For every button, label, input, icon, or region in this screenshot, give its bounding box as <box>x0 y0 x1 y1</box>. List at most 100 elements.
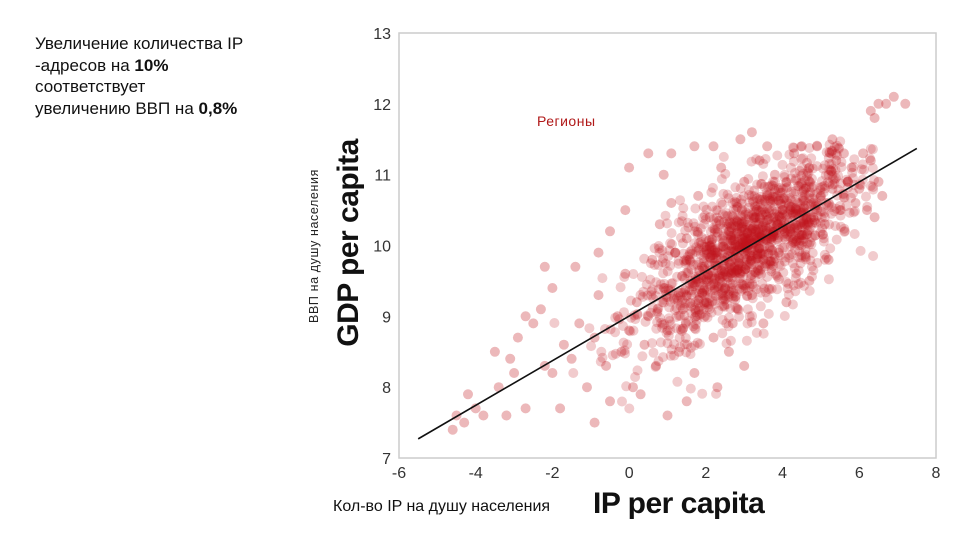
scatter-point <box>763 181 774 192</box>
scatter-point <box>740 232 751 243</box>
scatter-point <box>720 283 731 294</box>
scatter-point <box>768 176 779 187</box>
scatter-point <box>693 305 704 316</box>
scatter-point <box>478 410 489 421</box>
scatter-point <box>654 247 665 258</box>
scatter-point <box>811 199 821 210</box>
scatter-point <box>758 221 768 232</box>
scatter-point <box>835 201 845 211</box>
scatter-point <box>615 282 626 293</box>
scatter-point <box>785 226 796 237</box>
scatter-point <box>815 206 826 217</box>
scatter-point <box>658 268 669 279</box>
scatter-point <box>744 189 754 200</box>
scatter-point <box>826 166 837 177</box>
scatter-point <box>748 225 759 236</box>
scatter-point <box>739 360 750 371</box>
scatter-point <box>746 317 757 328</box>
scatter-point <box>789 222 800 233</box>
scatter-point <box>696 308 707 319</box>
scatter-point <box>716 197 727 208</box>
scatter-point <box>489 346 500 357</box>
scatter-point <box>712 382 723 393</box>
scatter-point <box>710 224 721 235</box>
scatter-point <box>648 347 659 358</box>
scatter-point <box>733 257 744 268</box>
scatter-point <box>779 226 790 237</box>
scatter-point <box>662 218 673 229</box>
scatter-point <box>768 212 779 223</box>
scatter-point <box>873 98 884 109</box>
scatter-point <box>689 141 700 152</box>
scatter-point <box>781 177 792 188</box>
scatter-point <box>742 228 753 239</box>
scatter-point <box>694 292 705 303</box>
scatter-point <box>788 156 799 167</box>
scatter-point <box>665 319 676 330</box>
scatter-point <box>701 248 712 259</box>
scatter-point <box>751 154 762 165</box>
scatter-point <box>612 311 623 322</box>
scatter-point <box>692 337 703 348</box>
scatter-point <box>877 190 888 201</box>
scatter-point <box>804 239 814 250</box>
x-axis-label-en: IP per capita <box>593 487 765 520</box>
scatter-point <box>716 271 727 282</box>
scatter-point <box>738 284 749 295</box>
x-tick-label: 4 <box>778 465 787 482</box>
scatter-point <box>651 360 661 371</box>
scatter-point <box>787 202 798 213</box>
scatter-point <box>791 220 802 231</box>
scatter-point <box>838 192 849 203</box>
scatter-point <box>764 195 775 206</box>
scatter-point <box>605 226 615 237</box>
scatter-point <box>800 200 811 211</box>
scatter-point <box>786 186 797 197</box>
scatter-point <box>723 193 734 204</box>
scatter-point <box>730 291 741 302</box>
scatter-point <box>705 280 716 291</box>
scatter-point <box>869 212 880 223</box>
scatter-point <box>725 260 736 271</box>
scatter-point <box>705 226 716 237</box>
scatter-point <box>818 233 829 244</box>
scatter-point <box>725 230 735 241</box>
scatter-point <box>772 272 783 282</box>
scatter-point <box>652 306 663 317</box>
scatter-point <box>669 293 680 304</box>
scatter-point <box>637 271 647 282</box>
scatter-point <box>712 281 723 292</box>
x-tick-label: 6 <box>855 465 864 482</box>
scatter-point <box>681 347 692 358</box>
scatter-point <box>798 195 809 206</box>
scatter-point <box>778 184 789 195</box>
scatter-point <box>672 295 683 306</box>
scatter-point <box>808 181 819 192</box>
scatter-point <box>757 194 768 205</box>
scatter-point <box>689 281 700 292</box>
scatter-point <box>734 311 744 322</box>
scatter-point <box>795 258 806 269</box>
scatter-point <box>783 278 794 289</box>
scatter-point <box>679 310 690 321</box>
scatter-point <box>723 289 734 300</box>
scatter-point <box>707 271 718 282</box>
y-tick-label: 11 <box>374 168 391 185</box>
scatter-point <box>726 230 736 241</box>
scatter-point <box>763 223 774 233</box>
scatter-point <box>798 168 809 179</box>
scatter-point <box>830 165 841 175</box>
scatter-point <box>752 200 763 211</box>
scatter-point <box>689 340 700 351</box>
scatter-point <box>789 233 800 244</box>
scatter-point <box>772 235 783 246</box>
scatter-point <box>790 286 801 297</box>
scatter-point <box>786 222 797 233</box>
scatter-point <box>661 327 672 338</box>
scatter-point <box>676 297 687 308</box>
scatter-point <box>803 168 814 179</box>
scatter-point <box>678 323 689 334</box>
scatter-point <box>760 261 770 272</box>
scatter-point <box>755 179 766 189</box>
scatter-point <box>688 259 699 270</box>
